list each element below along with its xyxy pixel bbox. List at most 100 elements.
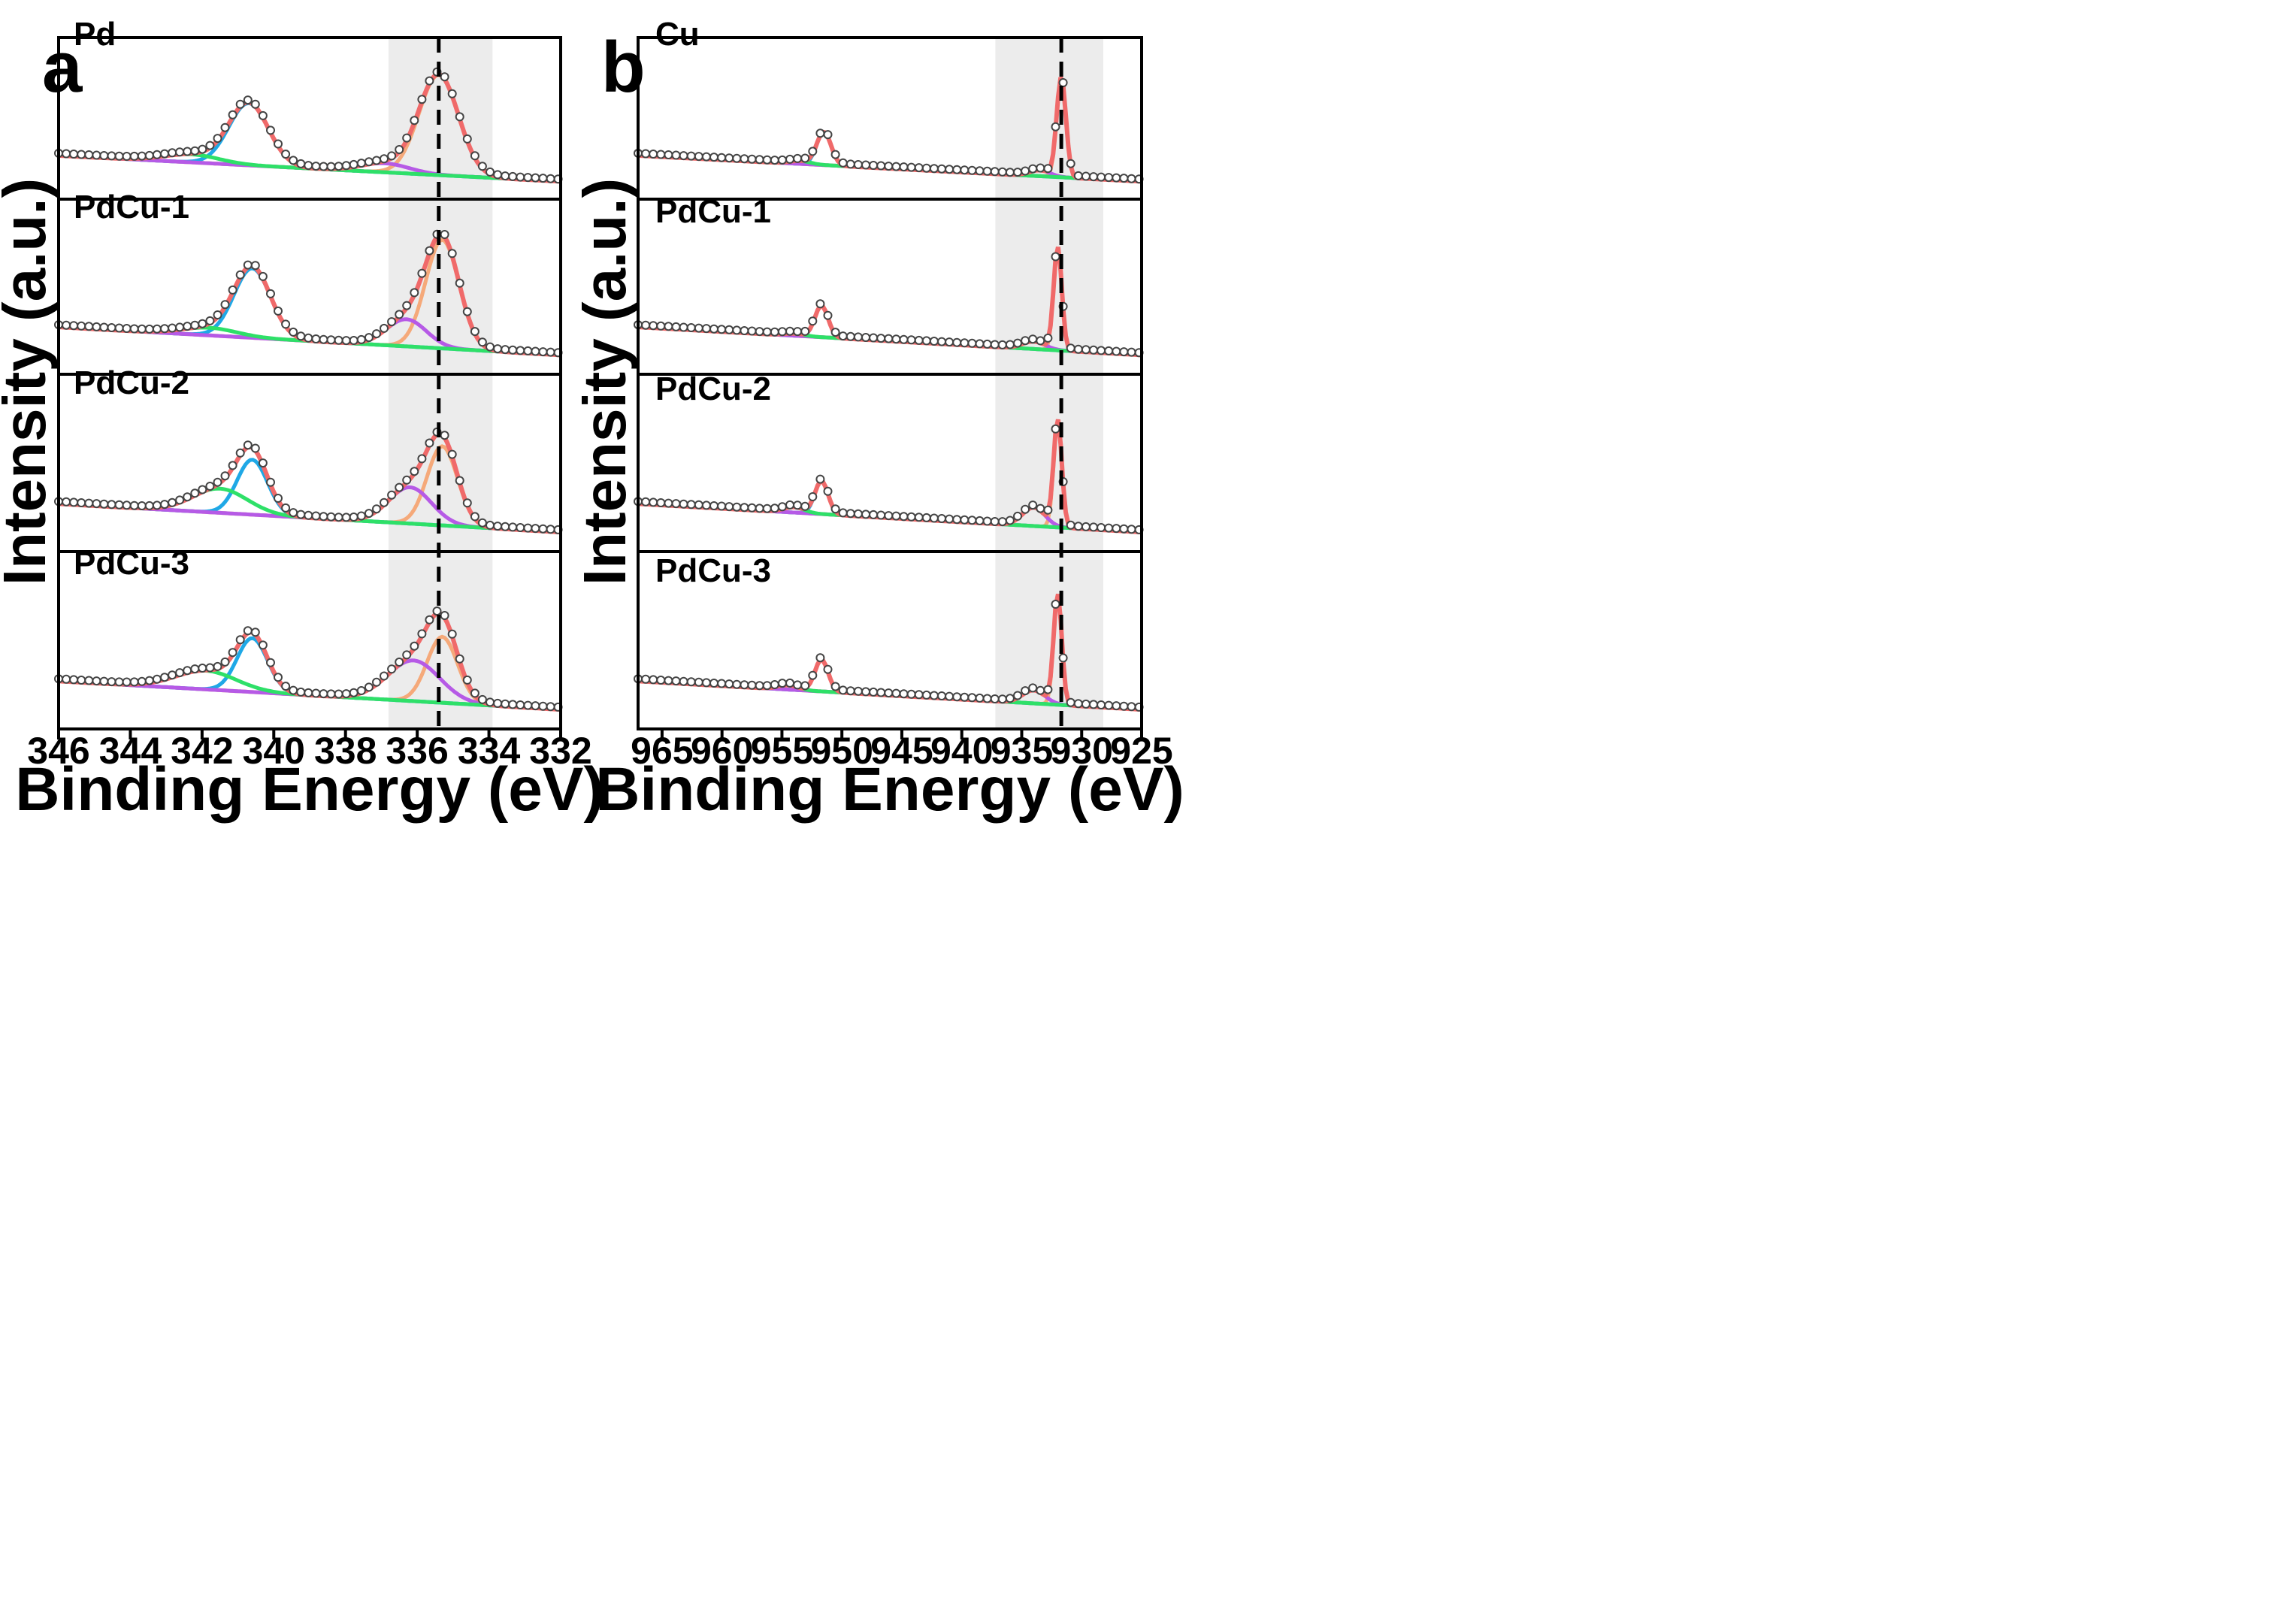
raw-data-point bbox=[152, 324, 162, 334]
raw-data-point bbox=[777, 502, 787, 512]
raw-data-point bbox=[160, 673, 169, 682]
raw-data-point bbox=[137, 324, 147, 334]
raw-data-point bbox=[1081, 345, 1091, 355]
raw-data-point bbox=[1073, 522, 1083, 531]
raw-data-point bbox=[477, 518, 487, 528]
raw-data-point bbox=[869, 687, 879, 697]
raw-data-point bbox=[160, 500, 169, 510]
raw-data-point bbox=[258, 458, 268, 468]
raw-data-point bbox=[906, 689, 916, 699]
raw-data-point bbox=[493, 698, 503, 708]
raw-data-point bbox=[114, 151, 124, 161]
raw-data-point bbox=[686, 323, 696, 332]
raw-data-point bbox=[967, 693, 977, 703]
raw-data-point bbox=[183, 492, 192, 502]
raw-data-point bbox=[319, 162, 328, 171]
raw-data-point bbox=[455, 476, 464, 485]
raw-data-point bbox=[664, 322, 673, 331]
raw-data-point bbox=[99, 676, 109, 686]
raw-data-point bbox=[205, 141, 215, 150]
raw-data-point bbox=[960, 338, 970, 348]
raw-data-point bbox=[84, 150, 94, 159]
raw-data-point bbox=[649, 675, 658, 685]
raw-data-point bbox=[990, 167, 1000, 177]
raw-data-point bbox=[853, 332, 863, 342]
raw-data-point bbox=[319, 512, 328, 522]
raw-data-point bbox=[997, 517, 1007, 527]
raw-data-point bbox=[356, 686, 366, 695]
raw-data-point bbox=[830, 682, 840, 691]
raw-data-point bbox=[395, 145, 404, 154]
raw-data-point bbox=[656, 321, 666, 331]
raw-data-point bbox=[884, 688, 894, 698]
raw-data-point bbox=[1036, 336, 1045, 346]
raw-data-point bbox=[891, 511, 901, 521]
raw-data-point bbox=[1119, 701, 1129, 711]
raw-data-point bbox=[152, 150, 162, 159]
raw-data-point bbox=[1081, 171, 1091, 181]
raw-data-point bbox=[243, 95, 253, 105]
raw-data-point bbox=[1119, 347, 1129, 357]
raw-data-point bbox=[137, 676, 147, 686]
raw-data-point bbox=[1036, 504, 1045, 513]
raw-data-point bbox=[861, 333, 870, 342]
raw-data-point bbox=[440, 611, 449, 620]
raw-data-point bbox=[929, 164, 939, 174]
raw-data-point bbox=[190, 488, 200, 498]
raw-data-point bbox=[228, 285, 237, 295]
raw-data-point bbox=[747, 154, 757, 164]
raw-data-point bbox=[725, 502, 734, 512]
raw-data-point bbox=[762, 681, 772, 691]
raw-data-point bbox=[914, 335, 924, 345]
raw-data-point bbox=[982, 339, 992, 349]
raw-data-point bbox=[289, 685, 298, 695]
raw-data-point bbox=[921, 336, 931, 346]
raw-data-point bbox=[462, 307, 472, 316]
raw-data-point bbox=[334, 335, 343, 345]
raw-data-point bbox=[477, 162, 487, 171]
raw-data-point bbox=[815, 299, 825, 309]
raw-data-point bbox=[1112, 701, 1121, 711]
raw-data-point bbox=[198, 485, 207, 494]
raw-data-point bbox=[129, 501, 139, 510]
raw-data-point bbox=[732, 679, 742, 689]
raw-data-point bbox=[349, 159, 358, 169]
raw-data-point bbox=[1036, 163, 1045, 173]
raw-data-point bbox=[372, 677, 381, 687]
raw-data-point bbox=[694, 500, 703, 510]
raw-data-point bbox=[107, 677, 116, 687]
raw-data-point bbox=[1058, 653, 1068, 663]
x-tick-label: 344 bbox=[99, 730, 162, 772]
raw-data-point bbox=[220, 657, 230, 667]
raw-data-point bbox=[709, 324, 718, 334]
raw-data-point bbox=[107, 323, 116, 332]
raw-data-point bbox=[1021, 686, 1030, 696]
raw-data-point bbox=[266, 289, 275, 298]
x-tick-label: 930 bbox=[1051, 730, 1113, 772]
panel-a-frame bbox=[57, 36, 562, 730]
raw-data-point bbox=[493, 522, 503, 531]
raw-data-point bbox=[785, 500, 794, 510]
raw-data-point bbox=[62, 149, 71, 159]
raw-data-point bbox=[538, 174, 548, 183]
raw-data-point bbox=[274, 673, 283, 682]
raw-data-point bbox=[235, 270, 245, 280]
panel-a-label-pdcu1: PdCu-1 bbox=[74, 189, 189, 225]
raw-data-point bbox=[69, 675, 79, 685]
raw-data-point bbox=[762, 155, 772, 165]
raw-data-point bbox=[304, 510, 313, 520]
raw-data-point bbox=[447, 89, 457, 98]
panel-a-label-pdcu2: PdCu-2 bbox=[74, 364, 189, 401]
panel-b-x-title: Binding Energy (eV) bbox=[595, 755, 1184, 824]
raw-data-point bbox=[815, 474, 825, 484]
raw-data-point bbox=[656, 498, 666, 507]
raw-data-point bbox=[1104, 346, 1114, 355]
raw-data-point bbox=[975, 516, 985, 525]
spectrum-pd bbox=[54, 67, 563, 184]
raw-data-point bbox=[274, 139, 283, 149]
raw-data-point bbox=[1043, 333, 1053, 343]
raw-data-point bbox=[945, 165, 954, 174]
raw-data-point bbox=[1081, 522, 1091, 531]
raw-data-point bbox=[417, 454, 427, 464]
raw-data-point bbox=[777, 679, 787, 688]
